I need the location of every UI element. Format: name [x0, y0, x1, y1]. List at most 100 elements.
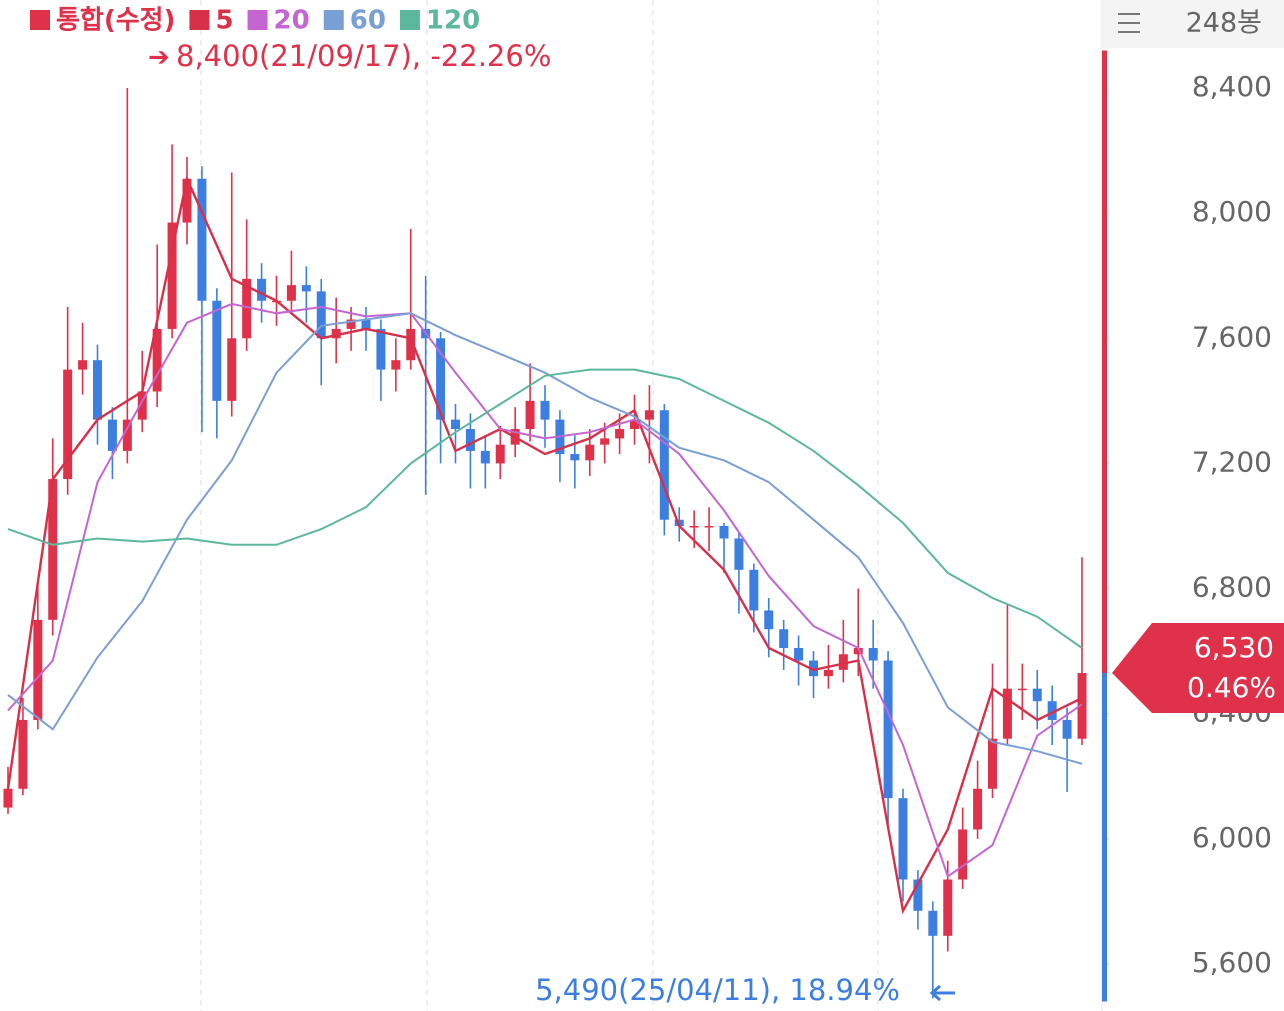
candle-body	[286, 285, 296, 301]
candle-body	[898, 798, 908, 880]
candle-body	[152, 328, 162, 392]
candle-body	[838, 654, 848, 670]
candle-body	[78, 360, 88, 370]
y-tick-label: 5,600	[1192, 946, 1272, 979]
candle-body	[1017, 688, 1027, 691]
candle-body	[943, 879, 953, 936]
candle-body	[376, 328, 386, 370]
candle-body	[1077, 673, 1087, 739]
legend-label: 5	[215, 6, 233, 36]
low-arrow	[929, 984, 955, 1002]
candle-body	[1032, 688, 1042, 702]
candle-body	[480, 450, 490, 464]
candle-body	[1047, 701, 1057, 720]
legend-label: 20	[274, 6, 310, 36]
candle-body	[600, 438, 610, 445]
y-tick-label: 7,600	[1192, 320, 1272, 353]
moving-average-line	[7, 302, 1083, 878]
candle-body	[928, 910, 938, 936]
candle-body	[3, 788, 13, 808]
arrow-head	[929, 984, 941, 1002]
candle-body	[630, 419, 639, 430]
candle-body	[883, 660, 893, 799]
y-tick-label: 7,200	[1192, 445, 1272, 478]
candle-body	[451, 419, 460, 430]
candle-body	[346, 319, 356, 329]
candle-body	[107, 419, 117, 451]
candle-body	[361, 319, 371, 329]
candle-body	[406, 328, 416, 361]
candle-body	[331, 328, 341, 339]
candle-body	[48, 479, 58, 620]
legend-swatch	[247, 10, 268, 30]
candle-body	[764, 610, 774, 630]
legend-swatch	[189, 10, 210, 30]
high-arrow: ➔	[148, 43, 170, 73]
last-change: 0.46%	[1187, 671, 1276, 704]
candle-body	[749, 569, 759, 611]
y-tick-label: 8,400	[1192, 70, 1272, 103]
candle-body	[540, 400, 550, 420]
candle-body	[301, 285, 311, 292]
candle-body	[1062, 719, 1072, 739]
candle-body	[257, 278, 267, 301]
candle-body	[853, 648, 863, 655]
candle-body	[227, 338, 237, 401]
candle-body	[33, 619, 43, 720]
candle-body	[182, 178, 192, 223]
candle-body	[242, 278, 252, 339]
candle-body	[689, 526, 699, 528]
high-annotation: 8,400(21/09/17), -22.26%	[176, 39, 551, 73]
candle-body	[197, 178, 207, 301]
candle-body	[391, 360, 401, 370]
y-tick-label: 6,800	[1192, 571, 1272, 604]
candle-body	[137, 391, 147, 420]
candle-body	[436, 338, 446, 420]
candle-body	[809, 660, 818, 677]
moving-average-line	[6, 174, 1083, 915]
candle-body	[122, 419, 132, 451]
candle-body	[316, 291, 326, 339]
candle-body	[988, 738, 997, 789]
y-tick-label: 8,000	[1192, 195, 1272, 228]
legend-label: 120	[426, 6, 480, 36]
menu-icon[interactable]	[1118, 13, 1140, 33]
low-annotation: 5,490(25/04/11), 18.94%	[535, 973, 900, 1007]
candle-body	[465, 429, 475, 451]
candle-body	[719, 526, 729, 539]
candle-body	[644, 410, 654, 420]
legend-swatch	[399, 10, 420, 30]
candle-body	[212, 300, 222, 401]
candle-body	[167, 222, 177, 329]
price-bar-up	[1102, 50, 1107, 674]
candle-body	[525, 400, 535, 430]
candle-body	[659, 410, 669, 520]
candle-body	[495, 444, 505, 464]
price-tag-shape	[1112, 623, 1284, 714]
candle-body	[570, 454, 580, 461]
candle-body	[63, 369, 73, 480]
last-price: 6,530	[1194, 631, 1274, 664]
candle-body	[868, 648, 878, 661]
candle-body	[704, 526, 714, 528]
candle-body	[615, 429, 625, 439]
legend-swatch	[30, 10, 50, 30]
candle-body	[93, 360, 102, 420]
price-bar-down	[1102, 673, 1107, 1002]
y-tick-label: 6,000	[1192, 821, 1272, 854]
candle-body	[779, 629, 789, 649]
candle-body	[973, 788, 983, 830]
moving-average-line	[7, 312, 1083, 765]
moving-average-line	[7, 368, 1083, 649]
candle-body	[958, 829, 968, 880]
candle-body	[913, 879, 923, 911]
date-dividers	[200, 0, 879, 1011]
legend-label: 60	[350, 6, 386, 36]
price-tag: 6,530 0.46%	[1112, 623, 1284, 714]
candle-body	[823, 669, 833, 677]
bar-count: 248봉	[1186, 8, 1262, 39]
candle-body	[585, 444, 595, 461]
